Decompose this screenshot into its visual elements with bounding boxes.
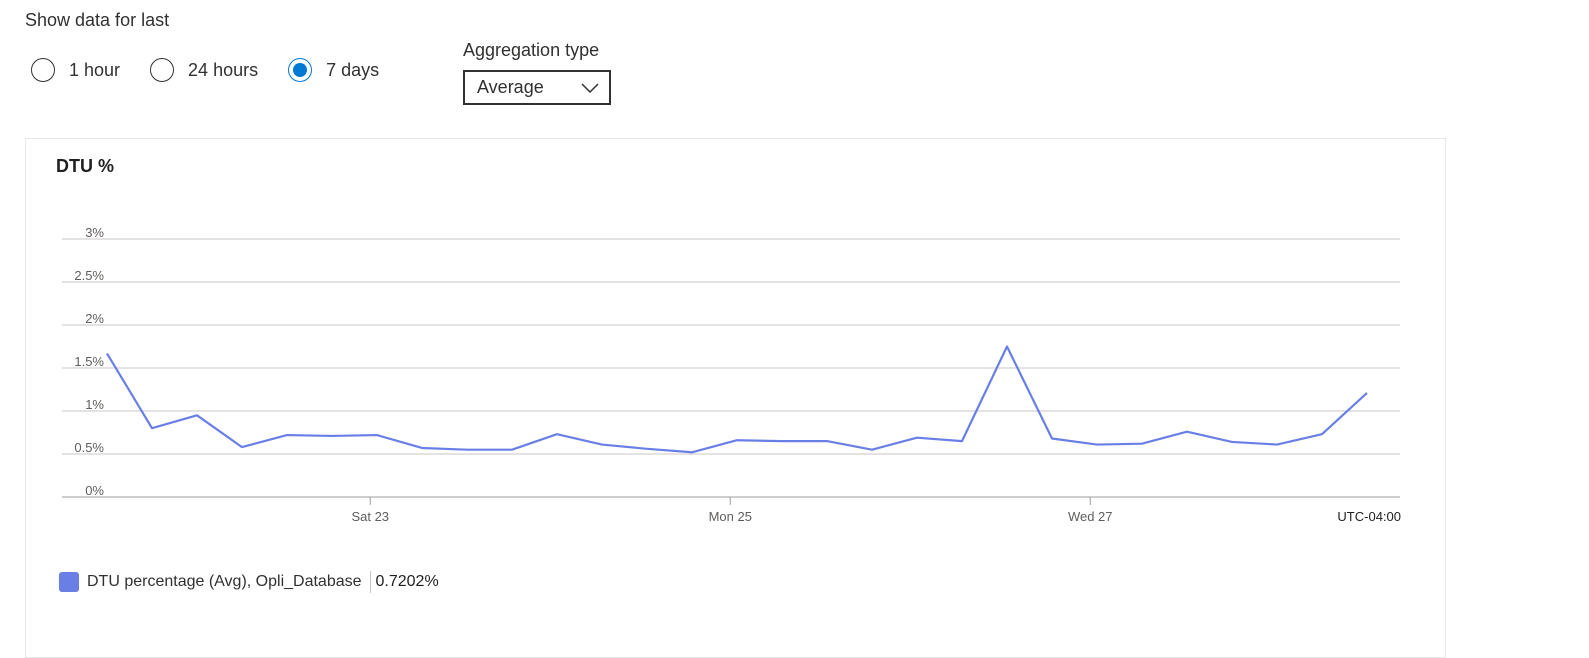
x-tick-label: Sat 23 xyxy=(351,509,389,524)
y-tick-label: 2.5% xyxy=(74,268,104,283)
legend-series-value: 0.7202% xyxy=(376,573,439,591)
legend-divider xyxy=(370,571,371,593)
y-tick-label: 3% xyxy=(85,225,104,240)
series-line xyxy=(107,347,1367,453)
legend-series-name[interactable]: DTU percentage (Avg), Opli_Database xyxy=(87,573,362,591)
x-tick-label: Mon 25 xyxy=(709,509,752,524)
chart-legend[interactable]: DTU percentage (Avg), Opli_Database 0.72… xyxy=(59,571,439,593)
x-tick-label: Wed 27 xyxy=(1068,509,1113,524)
y-tick-label: 1.5% xyxy=(74,354,104,369)
y-tick-label: 2% xyxy=(85,311,104,326)
y-tick-label: 0% xyxy=(85,483,104,498)
y-tick-label: 1% xyxy=(85,397,104,412)
legend-swatch xyxy=(59,572,79,592)
timezone-label: UTC-04:00 xyxy=(1337,509,1401,524)
y-tick-label: 0.5% xyxy=(74,440,104,455)
